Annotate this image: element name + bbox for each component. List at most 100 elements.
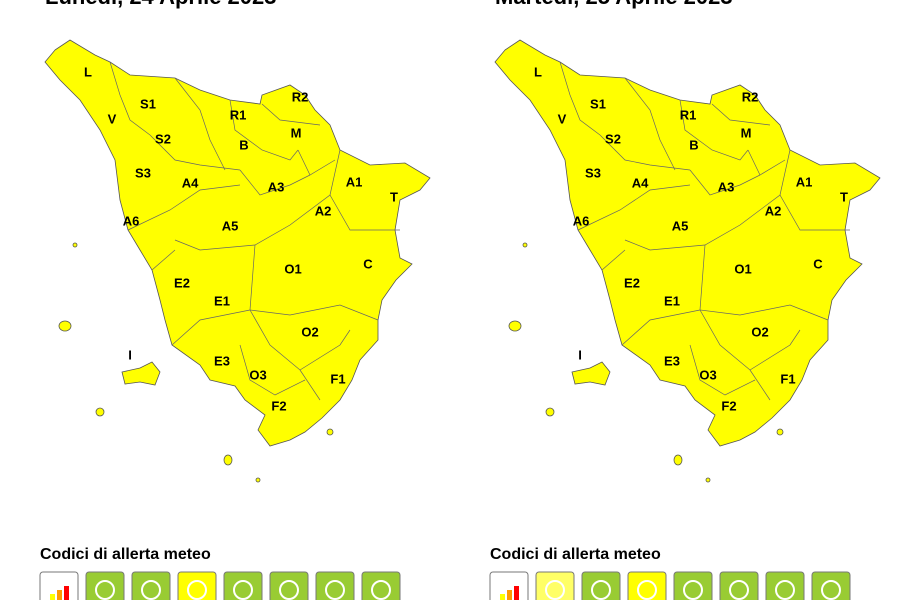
zone-label: V (558, 111, 567, 126)
zone-border (679, 99, 749, 161)
legend-icon (627, 571, 667, 600)
island (58, 320, 72, 332)
icon-symbol (141, 580, 161, 600)
map-title: Lunedì, 24 Aprile 2023 (45, 0, 277, 9)
icon-symbol (187, 580, 207, 600)
zone-border (261, 103, 321, 126)
zone-label: L (534, 64, 542, 79)
zone-border (299, 369, 321, 401)
elba-island (571, 361, 611, 386)
zone-label: R1 (680, 107, 697, 122)
island (255, 477, 261, 483)
zone-border (624, 149, 791, 251)
zone-border (689, 344, 756, 396)
icon-symbol (683, 580, 703, 600)
legend-icon (811, 571, 851, 600)
icon-symbol (371, 580, 391, 600)
zone-border (699, 244, 829, 321)
zone-border (149, 134, 241, 171)
zone-border (127, 184, 241, 231)
island (72, 242, 78, 248)
zone-border (599, 134, 691, 171)
region-outline (494, 39, 881, 447)
zone-border (239, 169, 311, 196)
zone-label: O2 (751, 324, 768, 339)
legend-icon (361, 571, 401, 600)
icon-symbol (325, 580, 345, 600)
zone-label: R2 (742, 89, 759, 104)
zone-label: C (363, 256, 373, 271)
island (508, 320, 522, 332)
zone-label: A6 (123, 213, 140, 228)
zone-label: I (578, 347, 582, 362)
zone-label: O3 (249, 367, 266, 382)
icon-symbol (821, 580, 841, 600)
zone-label: R1 (230, 107, 247, 122)
zone-border (229, 99, 299, 161)
elba-island (121, 361, 161, 386)
zone-border (109, 61, 151, 136)
tuscany-map: L S1 V R2 R1 M S2 B S3 A4 A3 A1 T A6 A2 A5 C O1 E2 E1 I O2 E3 O… (44, 39, 431, 483)
zone-label: B (689, 137, 698, 152)
legend-title: Codici di allerta meteo (40, 546, 211, 563)
icon-symbol (545, 580, 565, 600)
zone-label: E3 (664, 353, 680, 368)
legend-icon (535, 571, 575, 600)
tuscany-map: L S1 V R2 R1 M S2 B S3 A4 A3 A1 T A6 A2 A5 C O1 E2 E1 I O2 E3 O… (494, 39, 881, 483)
icon-symbol (775, 580, 795, 600)
zone-label: S3 (585, 165, 601, 180)
zone-label: E1 (664, 293, 680, 308)
zone-label: O3 (699, 367, 716, 382)
legend-icon (269, 571, 309, 600)
zone-border (151, 249, 176, 271)
legend-icon (315, 571, 355, 600)
icon-bar (57, 590, 62, 600)
zone-label: E3 (214, 353, 230, 368)
zone-label: A3 (718, 179, 735, 194)
legend-title: Codici di allerta meteo (490, 546, 661, 563)
legend-icon (581, 571, 621, 600)
zone-label: F1 (780, 371, 795, 386)
zone-border (171, 309, 251, 346)
zone-label: A2 (315, 203, 332, 218)
icon-symbol (233, 580, 253, 600)
zone-label: A1 (796, 174, 813, 189)
island (776, 428, 784, 436)
zone-label: M (741, 125, 752, 140)
icon-symbol (591, 580, 611, 600)
zone-label: A5 (672, 218, 689, 233)
zone-label: O1 (284, 261, 301, 276)
icon-symbol (729, 580, 749, 600)
zone-label: L (84, 64, 92, 79)
map-panel: Lunedì, 24 Aprile 2023 L S1 V R2 R1 M S2 B S3 A4 A3… (39, 0, 431, 600)
island (673, 454, 683, 466)
zone-border (174, 149, 341, 251)
zone-label: T (840, 189, 848, 204)
icon-bar (64, 586, 69, 600)
island (95, 407, 105, 417)
zone-label: C (813, 256, 823, 271)
legend-icon (223, 571, 263, 600)
zone-label: S2 (605, 131, 621, 146)
zone-label: O2 (301, 324, 318, 339)
zone-label: M (291, 125, 302, 140)
zone-border (174, 77, 226, 171)
island (705, 477, 711, 483)
zone-label: S1 (590, 96, 606, 111)
zone-label: E2 (174, 275, 190, 290)
map-panel: Martedì, 25 Aprile 2023 L S1 V R2 R1 M S2 B S3 A4 A… (489, 0, 881, 600)
legend-icon (719, 571, 759, 600)
zone-label: E2 (624, 275, 640, 290)
icon-symbol (279, 580, 299, 600)
island (522, 242, 528, 248)
legend-icon (177, 571, 217, 600)
zone-label: A4 (632, 175, 649, 190)
zone-label: F2 (271, 398, 286, 413)
zone-label: A5 (222, 218, 239, 233)
zone-label: S1 (140, 96, 156, 111)
region-outline (44, 39, 431, 447)
zone-label: S2 (155, 131, 171, 146)
icon-bar (507, 590, 512, 600)
zone-label: F1 (330, 371, 345, 386)
